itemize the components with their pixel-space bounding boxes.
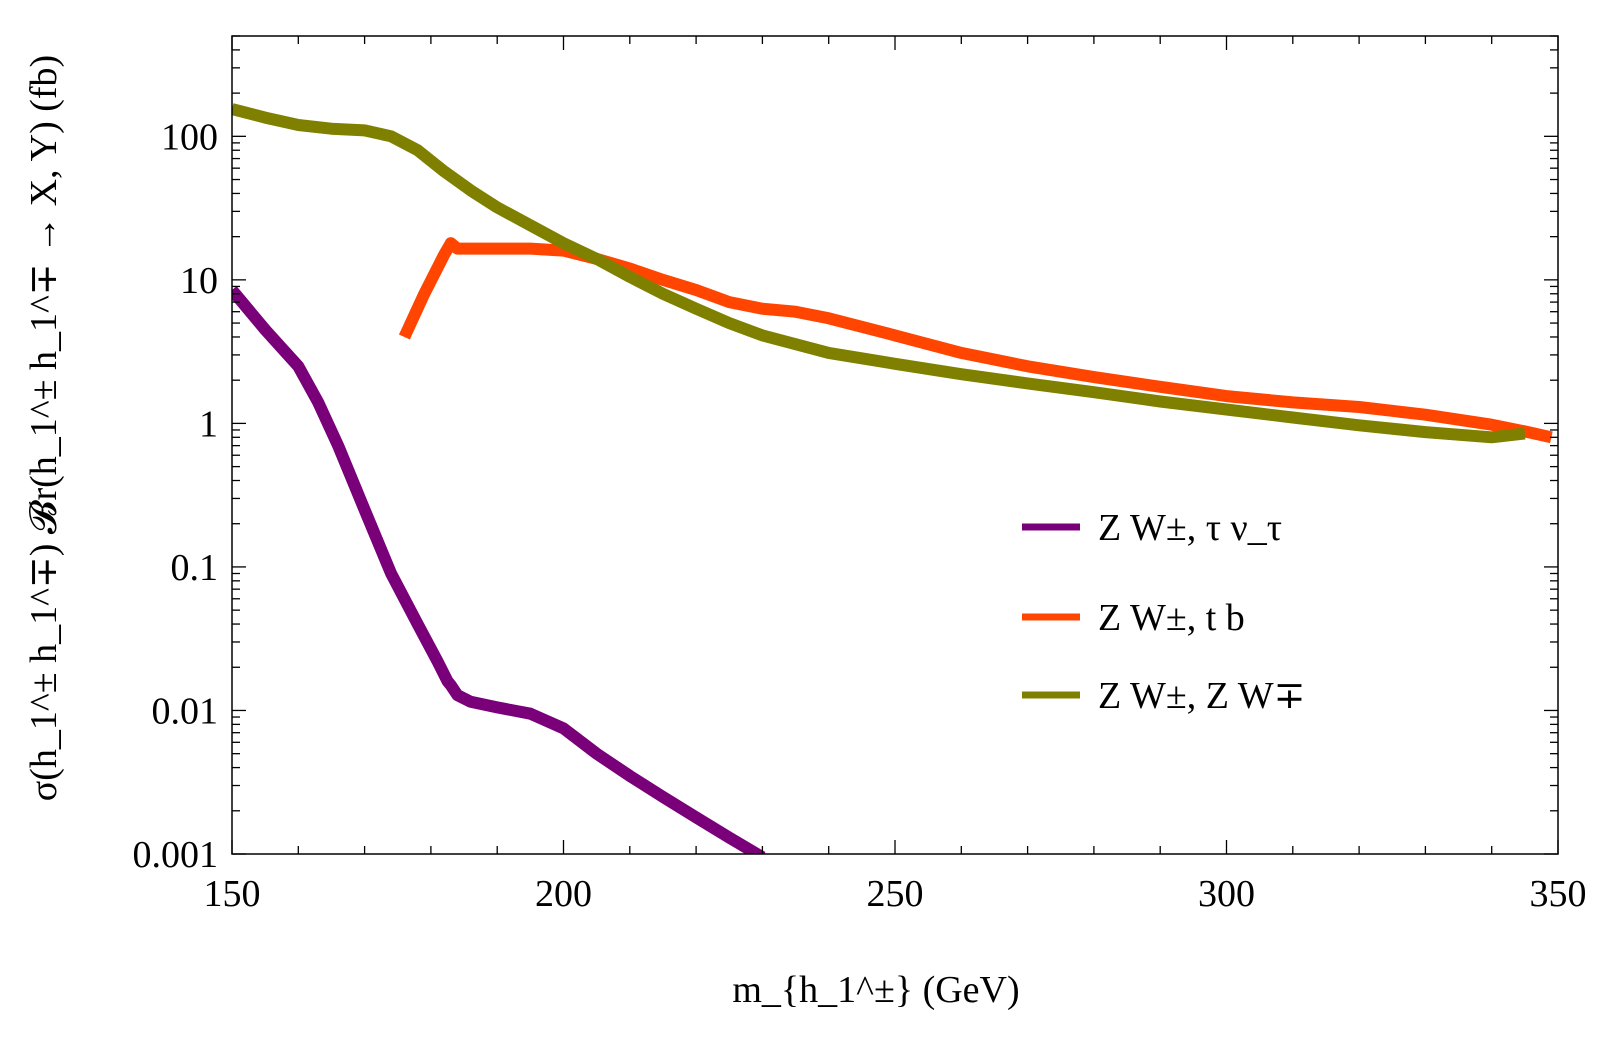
y-tick-label: 1 [199,403,218,445]
series-lines [232,103,1553,854]
x-tick-label: 200 [535,873,592,915]
y-axis-title: σ(h_1^± h_1^∓) 𝓑r(h_1^± h_1^∓ → X, Y) (f… [23,55,65,801]
legend-label-1: Z W±, τ ν_τ [1098,507,1282,549]
x-axis-title: m_{h_1^±} (GeV) [732,969,1019,1011]
x-tick-label: 300 [1198,873,1255,915]
x-tick-label: 250 [867,873,924,915]
x-tick-label: 350 [1530,873,1587,915]
legend: Z W±, τ ν_τ Z W±, t b Z W±, Z W∓ [1022,507,1305,717]
series-line-1 [232,286,766,854]
x-tick-label: 150 [204,873,261,915]
axis-ticks [231,35,1559,855]
tick-labels: 150 200 250 300 350 0.001 0.01 0.1 1 10 100 [133,116,1587,915]
legend-label-2: Z W±, t b [1098,597,1245,639]
series-line-3 [232,103,1526,444]
y-tick-label: 0.001 [133,834,219,876]
series-line-2 [398,237,1553,444]
y-tick-label: 10 [180,260,218,302]
legend-label-3: Z W±, Z W∓ [1098,675,1305,717]
y-tick-label: 0.1 [171,547,219,589]
y-tick-label: 0.01 [152,690,219,732]
y-tick-label: 100 [161,116,218,158]
